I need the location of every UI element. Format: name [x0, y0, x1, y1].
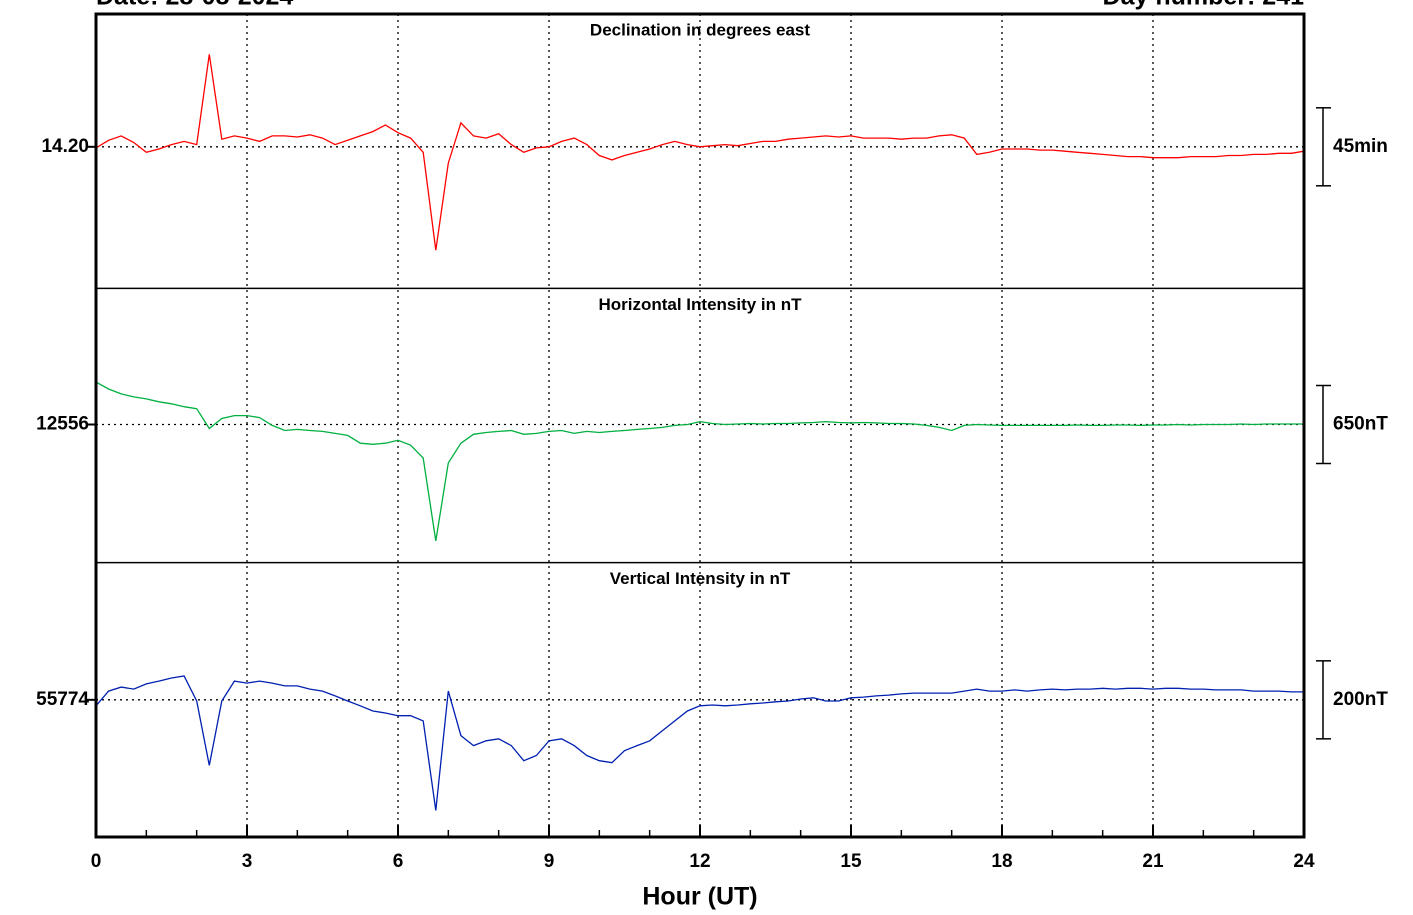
x-tick-label: 24: [1293, 851, 1315, 872]
x-tick-label: 3: [242, 851, 253, 872]
day-label: Day number: 241: [1103, 0, 1305, 11]
x-tick-label: 18: [991, 851, 1012, 872]
data-line: [95, 381, 1304, 542]
panel-title: Vertical Intensity in nT: [610, 569, 791, 588]
x-tick-label: 15: [840, 851, 862, 872]
panel-title: Declination in degrees east: [590, 20, 810, 39]
x-tick-label: 6: [393, 851, 404, 872]
data-line: [95, 54, 1305, 251]
date-label: Date: 28-08-2024: [96, 0, 293, 11]
x-tick-label: 0: [91, 851, 102, 872]
y-tick-label: 55774: [36, 689, 89, 710]
y-tick-label: 14.20: [41, 136, 89, 157]
x-tick-label: 12: [689, 851, 710, 872]
scale-label: 650nT: [1333, 414, 1388, 435]
x-tick-label: 21: [1142, 851, 1164, 872]
data-line: [95, 675, 1304, 811]
x-axis-label: Hour (UT): [642, 883, 757, 911]
scale-label: 200nT: [1333, 689, 1388, 710]
panel-title: Horizontal Intensity in nT: [598, 295, 802, 314]
x-tick-label: 9: [544, 851, 555, 872]
y-tick-label: 12556: [36, 414, 89, 435]
scale-label: 45min: [1333, 136, 1388, 157]
